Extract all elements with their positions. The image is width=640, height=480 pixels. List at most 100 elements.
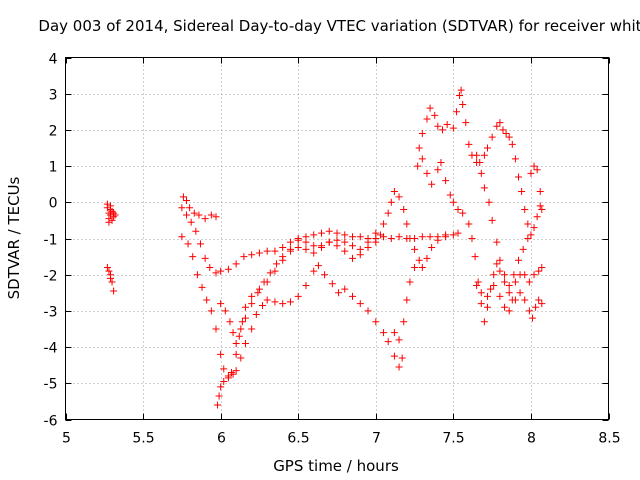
data-point [248, 325, 256, 333]
data-point [317, 242, 325, 250]
data-point [212, 213, 220, 221]
data-point [237, 325, 245, 333]
plot-frame [65, 57, 609, 420]
data-point [106, 202, 114, 210]
data-point [524, 235, 532, 242]
data-point [294, 292, 302, 300]
x-tick-label: 6.5 [287, 431, 309, 447]
data-point [279, 253, 287, 261]
data-point [525, 307, 533, 315]
data-point [501, 278, 509, 286]
data-point [483, 144, 491, 152]
data-point [356, 233, 364, 241]
data-point [266, 269, 274, 277]
data-point [442, 177, 450, 185]
series-track-f [390, 86, 544, 344]
data-point [328, 280, 336, 288]
data-point [418, 130, 426, 138]
x-axis-title: GPS time / hours [273, 457, 399, 475]
data-point [356, 251, 364, 259]
data-point [515, 256, 523, 264]
data-point [428, 244, 436, 252]
data-point [263, 296, 271, 304]
data-point [325, 227, 333, 235]
x-tick-label: 7 [372, 431, 381, 447]
data-point [221, 307, 229, 315]
data-point [207, 211, 215, 219]
data-point [465, 220, 473, 228]
data-point [496, 256, 504, 264]
data-point [459, 209, 467, 217]
data-point [255, 249, 263, 257]
data-point [443, 120, 451, 128]
data-point [196, 240, 204, 248]
data-point [395, 363, 403, 371]
data-point [212, 269, 220, 277]
data-point [317, 229, 325, 237]
data-point [395, 233, 403, 241]
data-point [423, 115, 431, 123]
data-point [341, 231, 349, 239]
data-point [538, 263, 546, 271]
data-point [217, 267, 225, 275]
data-point [431, 111, 439, 119]
data-point [108, 207, 116, 215]
data-point [183, 211, 191, 219]
data-point [530, 224, 538, 232]
data-point [508, 140, 516, 148]
data-point [178, 204, 186, 212]
data-point [321, 271, 329, 279]
data-point [372, 229, 380, 237]
data-point [183, 196, 191, 204]
data-point [418, 263, 426, 271]
data-point [426, 104, 434, 112]
data-point [325, 238, 333, 246]
data-point [390, 329, 398, 337]
data-point [286, 298, 294, 306]
data-point [403, 296, 411, 304]
y-axis-ticks: -6 -5 -4 -3 -2 -1 0 1 2 3 4 [44, 52, 609, 430]
data-point [527, 169, 535, 177]
data-point [418, 155, 426, 163]
data-point [349, 233, 357, 241]
data-point [480, 318, 488, 326]
data-point [179, 193, 187, 201]
data-point [501, 271, 509, 279]
data-point [349, 292, 357, 300]
y-tick-label: -3 [44, 305, 58, 321]
data-point [434, 166, 442, 174]
data-point [232, 339, 240, 347]
data-point [192, 227, 200, 235]
data-point [310, 231, 318, 239]
data-point [477, 169, 485, 177]
data-point [240, 253, 248, 261]
y-tick-label: 4 [49, 52, 58, 68]
data-point [474, 278, 482, 286]
data-point [103, 263, 111, 271]
data-point [310, 242, 318, 250]
data-point [232, 350, 240, 358]
data-point [483, 292, 491, 300]
data-point [437, 158, 445, 166]
data-point [533, 213, 541, 221]
data-point [356, 300, 364, 308]
data-point [490, 271, 498, 279]
series-track-i [473, 282, 546, 322]
data-point [229, 329, 237, 337]
data-point [454, 206, 462, 214]
data-point [488, 216, 496, 224]
data-point [387, 198, 395, 206]
data-point [480, 184, 488, 192]
data-point [241, 303, 249, 311]
data-point [255, 285, 263, 293]
data-point [400, 318, 408, 326]
data-point [538, 300, 546, 308]
data-point [341, 247, 349, 255]
data-point [228, 368, 236, 376]
data-point [511, 278, 519, 286]
data-point [286, 238, 294, 246]
y-tick-label: -5 [44, 377, 58, 393]
data-point [434, 122, 442, 130]
data-point [411, 263, 419, 271]
data-point [496, 292, 504, 300]
